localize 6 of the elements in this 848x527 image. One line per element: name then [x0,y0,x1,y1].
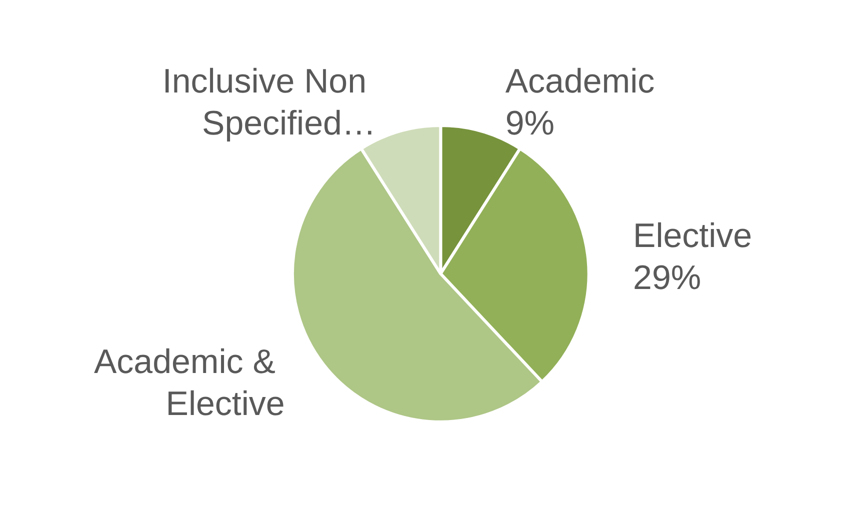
data-label: 9% [505,104,554,143]
slice-label: Academic [505,62,655,101]
slice-label: Elective [633,216,752,255]
slice-label: Inclusive Non Specified… [162,62,376,143]
slice-label: Academic & Elective [94,342,285,423]
data-label: 29% [633,258,702,297]
